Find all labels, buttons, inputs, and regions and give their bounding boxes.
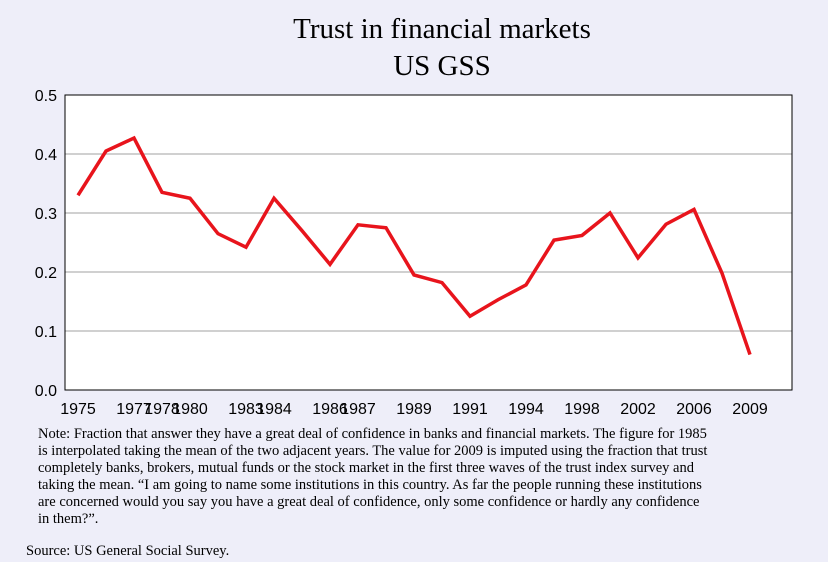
y-tick-label: 0.4 (35, 147, 57, 164)
plot-area (65, 95, 792, 390)
x-tick-label: 1983 (228, 401, 264, 418)
note-line: in them?”. (38, 511, 98, 527)
y-tick-label: 0.5 (35, 88, 57, 105)
y-tick-label: 0.0 (35, 383, 57, 400)
x-tick-label: 1986 (312, 401, 348, 418)
x-tick-label: 1984 (256, 401, 292, 418)
chart-subtitle: US GSS (393, 50, 491, 82)
source: Source: US General Social Survey. (26, 543, 229, 559)
y-tick-label: 0.3 (35, 206, 57, 223)
x-tick-label: 1977 (116, 401, 152, 418)
note-line: completely banks, brokers, mutual funds … (38, 460, 695, 476)
x-tick-label: 1998 (564, 401, 600, 418)
x-tick-label: 2009 (732, 401, 768, 418)
y-tick-label: 0.1 (35, 324, 57, 341)
plot-border (64, 94, 793, 391)
x-tick-label: 1994 (508, 401, 544, 418)
x-tick-label: 1991 (452, 401, 488, 418)
note-line: are concerned would you say you have a g… (38, 494, 700, 510)
note-line: Note: Fraction that answer they have a g… (38, 426, 707, 442)
y-tick-label: 0.2 (35, 265, 57, 282)
x-tick-label: 2006 (676, 401, 712, 418)
x-tick-label: 1987 (340, 401, 376, 418)
note-line: taking the mean. “I am going to name som… (38, 477, 702, 493)
x-tick-label: 2002 (620, 401, 656, 418)
marks (76, 135, 752, 356)
chart-title: Trust in financial markets (293, 13, 591, 45)
data-line (76, 135, 752, 356)
x-tick-label: 1989 (396, 401, 432, 418)
x-tick-label: 1975 (60, 401, 96, 418)
note-line: is interpolated taking the mean of the t… (38, 443, 707, 459)
x-tick-label: 1978 (144, 401, 180, 418)
x-tick-label: 1980 (172, 401, 208, 418)
